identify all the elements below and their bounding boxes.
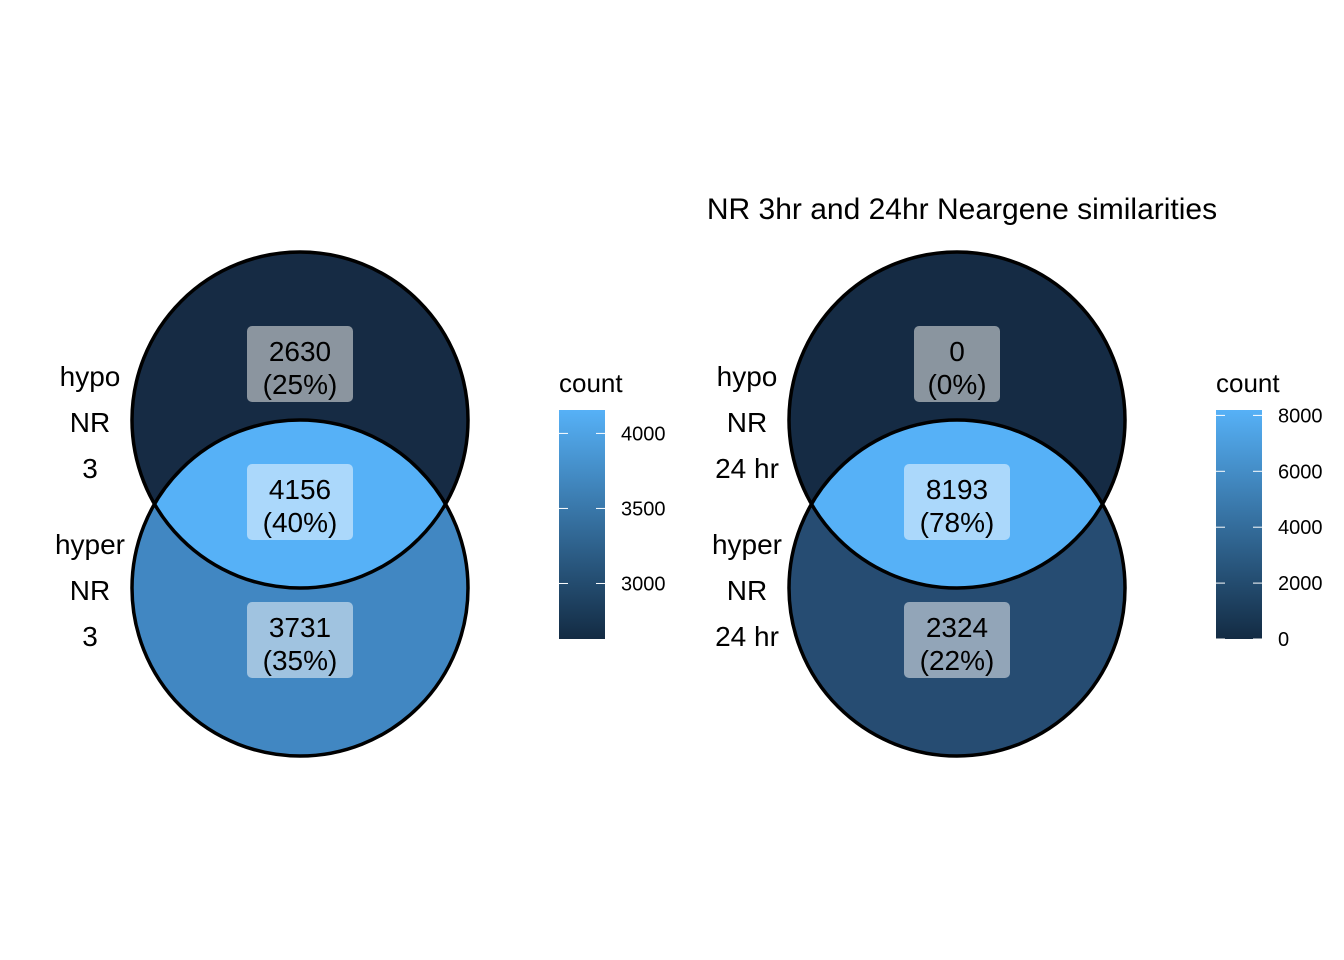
set-label-line: NR [727, 407, 767, 438]
region-count: 2324 [926, 612, 988, 643]
label-box [247, 464, 353, 540]
color-legend: count 3000 3500 4000 [559, 368, 666, 639]
region-count: 2630 [269, 336, 331, 367]
set-label-line: 24 hr [715, 621, 779, 652]
region-percent: (78%) [920, 507, 995, 538]
plot-title: NR 3hr and 24hr Neargene similarities [707, 193, 1217, 226]
set-label-line: 24 hr [715, 453, 779, 484]
region-label-hypo-only: 2630 (25%) [247, 326, 353, 402]
set-circle-hypo [787, 250, 1127, 590]
legend-tick-label: 6000 [1278, 461, 1323, 483]
color-legend: count 0 2000 4000 6000 8000 [1216, 368, 1323, 651]
region-percent: (35%) [263, 645, 338, 676]
region-intersection [789, 420, 1125, 588]
set-circle-hyper [787, 418, 1127, 758]
region-percent: (40%) [263, 507, 338, 538]
region-label-hypo-only: 0 (0%) [914, 326, 1000, 402]
label-box [914, 326, 1000, 402]
legend-tick-label: 2000 [1278, 573, 1323, 595]
legend-tick-label: 4000 [621, 423, 666, 445]
region-label-hyper-only: 3731 (35%) [247, 602, 353, 678]
set-circle-hyper [130, 418, 470, 758]
set-label-hyper: hyper NR 24 hr [712, 529, 782, 652]
venn-panel-2: NR 3hr and 24hr Neargene similarities 0 … [707, 193, 1323, 758]
legend-tick-label: 8000 [1278, 405, 1323, 427]
set-circle-hypo [130, 250, 470, 590]
colorbar [559, 410, 605, 639]
region-count: 4156 [269, 474, 331, 505]
region-intersection [132, 420, 468, 588]
set-label-hypo: hypo NR 3 [60, 361, 121, 484]
set-label-line: NR [70, 407, 110, 438]
label-box [247, 326, 353, 402]
legend-ticks: 3000 3500 4000 [559, 423, 666, 595]
label-box [904, 464, 1010, 540]
set-label-line: hyper [55, 529, 125, 560]
venn-panel-1: 2630 (25%) 4156 (40%) 3731 (35%) hypo NR… [55, 250, 666, 758]
set-label-line: hypo [717, 361, 778, 392]
label-box [904, 602, 1010, 678]
region-label-intersection: 8193 (78%) [904, 464, 1010, 540]
colorbar [1216, 410, 1262, 639]
region-percent: (0%) [927, 369, 986, 400]
legend-tick-label: 0 [1278, 629, 1289, 651]
legend-title: count [1216, 368, 1280, 398]
set-label-line: 3 [82, 621, 98, 652]
set-label-line: NR [70, 575, 110, 606]
set-label-line: 3 [82, 453, 98, 484]
region-count: 8193 [926, 474, 988, 505]
region-percent: (22%) [920, 645, 995, 676]
legend-tick-label: 3000 [621, 573, 666, 595]
label-box [247, 602, 353, 678]
set-label-hyper: hyper NR 3 [55, 529, 125, 652]
set-label-line: NR [727, 575, 767, 606]
legend-tick-label: 4000 [1278, 517, 1323, 539]
region-count: 0 [949, 336, 965, 367]
region-label-hyper-only: 2324 (22%) [904, 602, 1010, 678]
region-percent: (25%) [263, 369, 338, 400]
set-label-line: hypo [60, 361, 121, 392]
legend-tick-label: 3500 [621, 498, 666, 520]
legend-title: count [559, 368, 623, 398]
legend-ticks: 0 2000 4000 6000 8000 [1216, 405, 1323, 651]
region-label-intersection: 4156 (40%) [247, 464, 353, 540]
set-label-hypo: hypo NR 24 hr [715, 361, 779, 484]
set-label-line: hyper [712, 529, 782, 560]
region-count: 3731 [269, 612, 331, 643]
